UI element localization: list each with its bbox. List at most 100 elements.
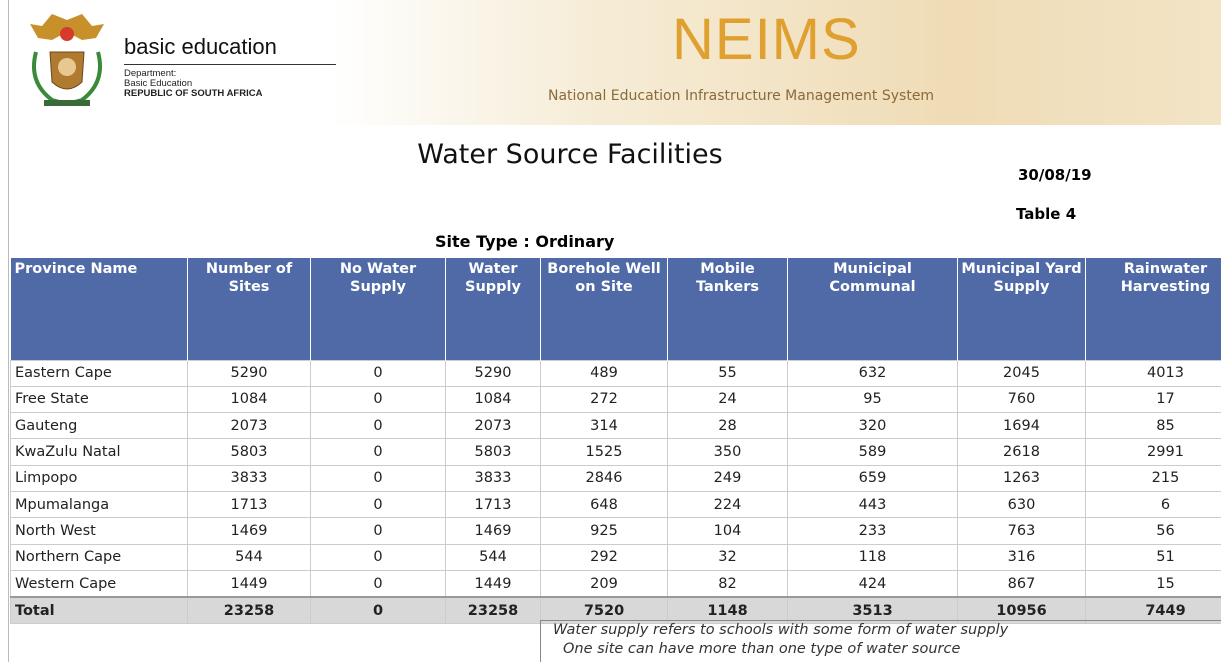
total-cell: 10956: [957, 596, 1086, 625]
cell: 2618: [957, 438, 1086, 466]
table-row: Mpumalanga 1713 0 1713 648 224 443 630 6: [10, 490, 1221, 519]
coat-of-arms: [30, 14, 104, 107]
total-cell: 1148: [667, 596, 788, 625]
cell: 104: [667, 517, 788, 545]
cell: Gauteng: [10, 412, 188, 440]
cell: 272: [540, 385, 668, 414]
site-type: Site Type : Ordinary: [435, 232, 615, 251]
cell: 589: [787, 438, 958, 466]
cell: 5290: [187, 359, 311, 387]
cell: 489: [540, 359, 668, 387]
table-row: KwaZulu Natal 5803 0 5803 1525 350 589 2618 2991: [10, 438, 1221, 466]
notes: Water supply refers to schools with some…: [540, 620, 1221, 662]
cell: 0: [310, 412, 446, 440]
total-cell: 7449: [1085, 596, 1221, 625]
cell: 24: [667, 385, 788, 414]
table-row: Northern Cape 544 0 544 292 32 118 316 51: [10, 543, 1221, 571]
column-header: Rainwater Harvesting: [1085, 258, 1221, 360]
cell: 648: [540, 490, 668, 519]
cell: Free State: [10, 385, 188, 414]
banner: [330, 0, 1221, 125]
note: Water supply refers to schools with some…: [553, 622, 1009, 638]
note: One site can have more than one type of …: [563, 641, 961, 657]
cell: 55: [667, 359, 788, 387]
cell: 233: [787, 517, 958, 545]
cell: 95: [787, 385, 958, 414]
cell: 215: [1085, 464, 1221, 492]
dept-line: Basic Education: [124, 78, 193, 89]
cell: 32: [667, 543, 788, 571]
cell: 925: [540, 517, 668, 545]
cell: 85: [1085, 412, 1221, 440]
cell: 5290: [445, 359, 541, 387]
cell: 0: [310, 359, 446, 387]
cell: 15: [1085, 569, 1221, 598]
cell: 2045: [957, 359, 1086, 387]
cell: 6: [1085, 490, 1221, 519]
column-header: Municipal Communal: [787, 258, 958, 360]
cell: 1694: [957, 412, 1086, 440]
cell: 5803: [187, 438, 311, 466]
total-cell: 23258: [187, 596, 311, 625]
cell: 320: [787, 412, 958, 440]
total-row: Total 23258 0 23258 7520 1148 3513 10956 7449: [10, 596, 1221, 625]
cell: 763: [957, 517, 1086, 545]
cell: KwaZulu Natal: [10, 438, 188, 466]
margin-line: [8, 0, 9, 662]
cell: 249: [667, 464, 788, 492]
table-row: Limpopo 3833 0 3833 2846 249 659 1263 215: [10, 464, 1221, 492]
column-header: Mobile Tankers: [667, 258, 788, 360]
cell: 56: [1085, 517, 1221, 545]
report-date: 30/08/19: [1018, 166, 1092, 184]
data-table: Province Name Number of Sites No Water Sup…: [10, 258, 1221, 625]
cell: 1449: [187, 569, 311, 598]
cell: 3833: [187, 464, 311, 492]
cell: 1449: [445, 569, 541, 598]
cell: Mpumalanga: [10, 490, 188, 519]
cell: 82: [667, 569, 788, 598]
total-cell: 3513: [787, 596, 958, 625]
cell: 1469: [187, 517, 311, 545]
total-cell: Total: [10, 596, 188, 625]
table-row: Eastern Cape 5290 0 5290 489 55 632 2045 4013: [10, 359, 1221, 387]
cell: 1469: [445, 517, 541, 545]
cell: 1713: [187, 490, 311, 519]
cell: 350: [667, 438, 788, 466]
cell: 443: [787, 490, 958, 519]
system-logo: NEIMS: [672, 7, 861, 72]
cell: 632: [787, 359, 958, 387]
table-body: Eastern Cape 5290 0 5290 489 55 632 2045 4013 Fre…: [10, 359, 1221, 625]
table-row: North West 1469 0 1469 925 104 233 763 56: [10, 517, 1221, 545]
dept-title: basic education: [124, 34, 277, 59]
total-cell: 23258: [445, 596, 541, 625]
cell: North West: [10, 517, 188, 545]
cell: 424: [787, 569, 958, 598]
cell: 659: [787, 464, 958, 492]
column-header: Municipal Yard Supply: [957, 258, 1086, 360]
cell: 1525: [540, 438, 668, 466]
cell: 544: [445, 543, 541, 571]
cell: 630: [957, 490, 1086, 519]
cell: 544: [187, 543, 311, 571]
cell: 1263: [957, 464, 1086, 492]
cell: 1713: [445, 490, 541, 519]
cell: 0: [310, 385, 446, 414]
cell: Limpopo: [10, 464, 188, 492]
column-header: Number of Sites: [187, 258, 311, 360]
cell: 28: [667, 412, 788, 440]
cell: 209: [540, 569, 668, 598]
cell: 2073: [187, 412, 311, 440]
cell: 760: [957, 385, 1086, 414]
cell: 4013: [1085, 359, 1221, 387]
cell: 0: [310, 569, 446, 598]
dept-line: Department:: [124, 68, 177, 79]
cell: 3833: [445, 464, 541, 492]
table-row: Free State 1084 0 1084 272 24 95 760 17: [10, 385, 1221, 414]
header-row: Province Name Number of Sites No Water Sup…: [10, 258, 1221, 360]
cell: 867: [957, 569, 1086, 598]
cell: 118: [787, 543, 958, 571]
cell: Western Cape: [10, 569, 188, 598]
column-header: Borehole Well on Site: [540, 258, 668, 360]
column-header: No Water Supply: [310, 258, 446, 360]
